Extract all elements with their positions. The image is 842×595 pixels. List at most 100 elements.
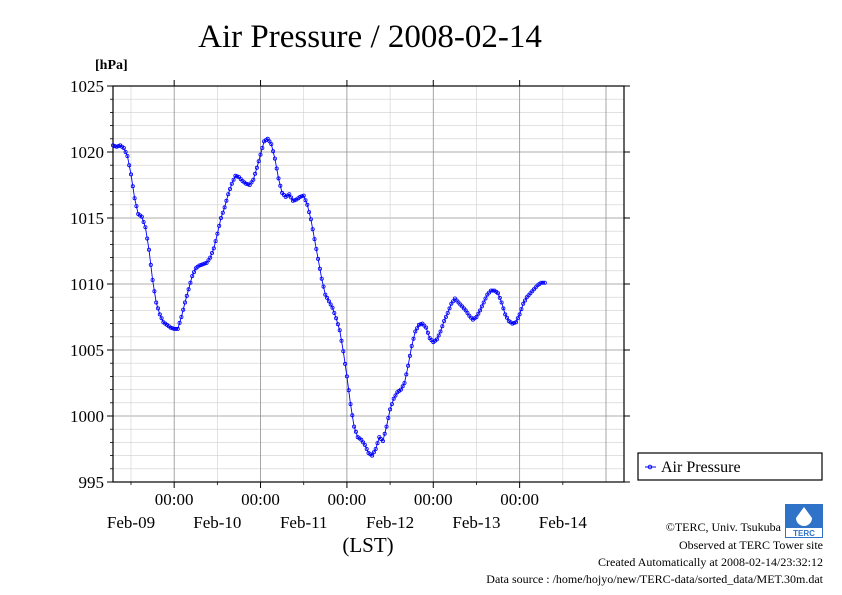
data-point bbox=[330, 305, 335, 310]
data-point bbox=[515, 316, 520, 321]
data-point bbox=[130, 184, 135, 189]
data-point bbox=[523, 298, 528, 303]
legend-marker bbox=[647, 464, 653, 470]
legend-box bbox=[637, 452, 823, 481]
data-point bbox=[139, 214, 144, 219]
data-point bbox=[352, 424, 357, 429]
data-point bbox=[353, 429, 358, 434]
y-tick-label: 1020 bbox=[70, 143, 104, 162]
data-point bbox=[127, 163, 132, 168]
data-point bbox=[188, 280, 193, 285]
data-point bbox=[258, 152, 263, 157]
x-tick-time-label: 00:00 bbox=[155, 490, 194, 509]
data-point bbox=[541, 280, 546, 285]
x-tick-date-label: Feb-11 bbox=[280, 513, 328, 532]
x-tick-time-label: 00:00 bbox=[328, 490, 367, 509]
data-point bbox=[407, 353, 412, 358]
data-point bbox=[211, 246, 216, 251]
data-point bbox=[443, 314, 448, 319]
data-point bbox=[215, 231, 220, 236]
data-point bbox=[380, 439, 385, 444]
footer-copyright: ©TERC, Univ. Tsukuba bbox=[666, 520, 782, 534]
data-point bbox=[145, 236, 150, 241]
data-point bbox=[343, 361, 348, 366]
data-point bbox=[244, 181, 249, 186]
data-point bbox=[490, 288, 495, 293]
data-point bbox=[292, 198, 297, 203]
data-point bbox=[310, 227, 315, 232]
data-point bbox=[346, 388, 351, 393]
data-point bbox=[206, 258, 211, 263]
data-point bbox=[348, 402, 353, 407]
data-point bbox=[289, 195, 294, 200]
data-point bbox=[199, 262, 204, 267]
x-tick-date-label: Feb-09 bbox=[107, 513, 155, 532]
data-point bbox=[190, 274, 195, 279]
data-point bbox=[298, 194, 303, 199]
data-point bbox=[361, 440, 366, 445]
data-point bbox=[479, 304, 484, 309]
data-point bbox=[316, 256, 321, 261]
data-point bbox=[154, 300, 159, 305]
data-point bbox=[312, 237, 317, 242]
data-point bbox=[276, 176, 281, 181]
data-point bbox=[519, 307, 524, 312]
data-point bbox=[274, 166, 279, 171]
data-point bbox=[325, 295, 330, 300]
data-point bbox=[409, 343, 414, 348]
data-point bbox=[159, 316, 164, 321]
data-point bbox=[442, 318, 447, 323]
data-point bbox=[213, 239, 218, 244]
water-drop-icon bbox=[796, 507, 812, 526]
data-point bbox=[265, 136, 270, 141]
data-point bbox=[391, 396, 396, 401]
data-point bbox=[440, 324, 445, 329]
data-point bbox=[200, 262, 205, 267]
y-tick-label: 1025 bbox=[70, 77, 104, 96]
data-point bbox=[197, 263, 202, 268]
data-point bbox=[308, 217, 313, 222]
data-point bbox=[290, 198, 295, 203]
data-point bbox=[269, 142, 274, 147]
data-point bbox=[245, 182, 250, 187]
data-point bbox=[317, 266, 322, 271]
data-point bbox=[510, 321, 515, 326]
data-point bbox=[303, 198, 308, 203]
data-point bbox=[465, 310, 470, 315]
data-point bbox=[155, 306, 160, 311]
data-point bbox=[121, 145, 126, 150]
data-point bbox=[445, 310, 450, 315]
data-point bbox=[226, 192, 231, 197]
data-point bbox=[267, 139, 272, 144]
data-point bbox=[253, 171, 258, 176]
data-point bbox=[186, 287, 191, 292]
data-point bbox=[404, 372, 409, 377]
series-layer bbox=[111, 136, 547, 458]
data-point bbox=[350, 413, 355, 418]
data-point bbox=[499, 300, 504, 305]
data-point bbox=[299, 194, 304, 199]
data-point bbox=[235, 174, 240, 179]
data-point bbox=[478, 308, 483, 313]
data-point bbox=[209, 250, 214, 255]
data-point bbox=[224, 198, 229, 203]
data-point bbox=[168, 325, 173, 330]
data-point bbox=[416, 322, 421, 327]
y-tick-label: 1005 bbox=[70, 341, 104, 360]
data-point bbox=[249, 180, 254, 185]
data-point bbox=[476, 311, 481, 316]
data-point bbox=[143, 225, 148, 230]
data-point bbox=[227, 186, 232, 191]
data-point bbox=[191, 270, 196, 275]
data-point bbox=[504, 315, 509, 320]
data-point bbox=[247, 182, 252, 187]
data-point bbox=[181, 307, 186, 312]
data-point bbox=[436, 333, 441, 338]
data-point bbox=[400, 384, 405, 389]
x-tick-time-label: 00:00 bbox=[500, 490, 539, 509]
data-point bbox=[114, 144, 119, 149]
footer-created: Created Automatically at 2008-02-14/23:3… bbox=[598, 555, 823, 569]
data-point bbox=[128, 172, 133, 177]
legend: Air Pressure bbox=[637, 452, 823, 481]
